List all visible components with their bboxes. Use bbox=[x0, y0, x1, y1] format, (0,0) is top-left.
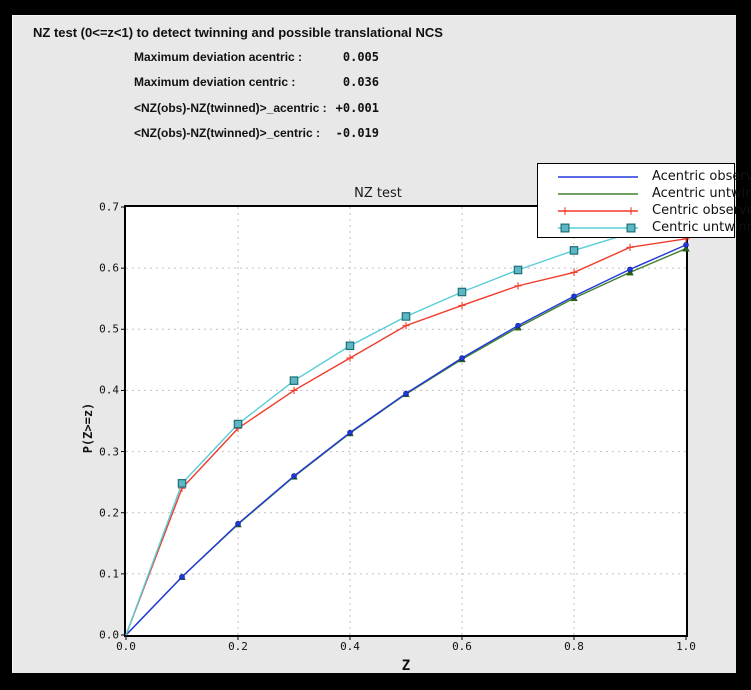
legend-item: Centric observed bbox=[538, 202, 751, 219]
figure: NZ test 0.0 0.1 0.2 0.3 0.4 0.5 0.6 0.7 0.0 0.2 0… bbox=[13, 16, 751, 674]
legend-item: Acentric untwinned bbox=[538, 185, 751, 202]
legend-line-sample bbox=[556, 203, 640, 219]
x-tick-label: 0.0 bbox=[116, 640, 136, 653]
stat-value: 0.036 bbox=[342, 75, 379, 89]
stat-label: Maximum deviation acentric : bbox=[134, 50, 303, 64]
series-markers-acentric-untwinned bbox=[178, 244, 690, 580]
legend-line-sample bbox=[556, 220, 640, 236]
x-tick-label: 0.8 bbox=[564, 640, 584, 653]
y-tick-label: 0.0 bbox=[99, 628, 119, 642]
x-tick-label: 0.4 bbox=[340, 640, 360, 653]
stat-label: Maximum deviation centric : bbox=[134, 75, 296, 89]
stat-label: <NZ(obs)-NZ(twinned)>_acentric : bbox=[134, 101, 327, 115]
series-markers-acentric-observed bbox=[179, 242, 689, 580]
legend-swatch-acentric-observed bbox=[558, 175, 638, 178]
y-axis-ticks: 0.0 0.1 0.2 0.3 0.4 0.5 0.6 0.7 bbox=[13, 201, 119, 642]
plot-title: NZ test bbox=[354, 186, 402, 201]
legend-label: Acentric observed bbox=[652, 169, 751, 184]
y-tick-label: 0.7 bbox=[99, 200, 119, 214]
series-line-centric-observed bbox=[125, 238, 687, 636]
series-line-centric-untwinned bbox=[125, 216, 687, 636]
stat-row: Maximum deviation acentric : 0.005 bbox=[134, 50, 379, 65]
x-axis-ticks: 0.0 0.2 0.4 0.6 0.8 1.0 bbox=[116, 640, 696, 654]
x-tick-label: 0.2 bbox=[228, 640, 248, 653]
stat-row: <NZ(obs)-NZ(twinned)>_centric : -0.019 bbox=[134, 126, 379, 141]
x-axis-label: Z bbox=[401, 658, 411, 674]
legend-item: Centric untwinned bbox=[538, 219, 751, 236]
page-title: NZ test (0<=z<1) to detect twinning and … bbox=[33, 25, 443, 40]
plot-area bbox=[121, 205, 691, 640]
y-tick-label: 0.6 bbox=[99, 261, 119, 275]
series-markers-centric-observed bbox=[178, 235, 690, 492]
y-axis-label: P(Z>=z) bbox=[81, 402, 95, 454]
stat-label: <NZ(obs)-NZ(twinned)>_centric : bbox=[134, 126, 321, 140]
stat-row: Maximum deviation centric : 0.036 bbox=[134, 75, 379, 90]
x-tick-label: 0.6 bbox=[452, 640, 472, 653]
y-tick-label: 0.2 bbox=[99, 506, 119, 520]
legend-line-sample bbox=[556, 186, 640, 202]
stat-value: -0.019 bbox=[335, 126, 379, 140]
y-tick-label: 0.5 bbox=[99, 322, 119, 336]
legend-label: Centric observed bbox=[652, 203, 751, 218]
y-tick-label: 0.1 bbox=[99, 567, 119, 581]
legend-item: Acentric observed bbox=[538, 168, 751, 185]
legend-label: Centric untwinned bbox=[652, 220, 751, 235]
series-line-acentric-untwinned bbox=[125, 247, 687, 636]
y-tick-label: 0.4 bbox=[99, 383, 119, 397]
legend-swatch-centric-untwinned bbox=[558, 223, 638, 232]
legend: Acentric observed Acentric untwinned Cen… bbox=[537, 163, 751, 238]
stat-row: <NZ(obs)-NZ(twinned)>_acentric : +0.001 bbox=[134, 101, 379, 116]
chart-canvas bbox=[121, 206, 691, 640]
y-tick-label: 0.3 bbox=[99, 445, 119, 459]
gridlines bbox=[126, 207, 686, 635]
legend-label: Acentric untwinned bbox=[652, 186, 751, 201]
legend-line-sample bbox=[556, 169, 640, 185]
stat-value: +0.001 bbox=[335, 101, 379, 115]
x-tick-label: 1.0 bbox=[676, 640, 696, 653]
tick-marks bbox=[121, 206, 687, 640]
series-line-acentric-observed bbox=[125, 244, 687, 636]
plot-panel: NZ test (0<=z<1) to detect twinning and … bbox=[12, 15, 751, 674]
legend-swatch-centric-observed bbox=[558, 206, 638, 215]
legend-swatch-acentric-untwinned bbox=[558, 192, 638, 195]
stat-value: 0.005 bbox=[342, 50, 379, 64]
